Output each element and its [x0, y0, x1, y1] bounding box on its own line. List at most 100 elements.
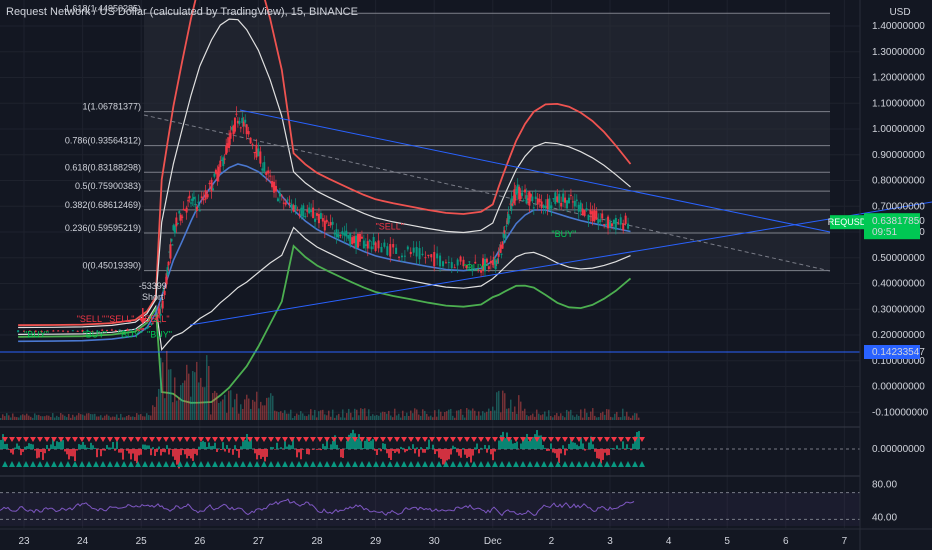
osc-bar — [578, 446, 580, 449]
volume-bar — [34, 413, 36, 420]
osc-bar — [222, 442, 224, 449]
osc-bar — [16, 443, 18, 449]
volume-bar — [504, 393, 506, 420]
osc-marker-up — [170, 461, 176, 467]
osc-marker-down — [499, 437, 505, 442]
volume-bar — [222, 399, 224, 420]
candle-body — [497, 253, 500, 257]
time-tick-label: 5 — [724, 536, 730, 547]
candle-body — [372, 236, 375, 246]
signal-label: "SELL" — [141, 314, 169, 324]
osc-marker-up — [86, 461, 92, 467]
time-axis[interactable]: 23 24 25 26 27 28 29 30 Dec 2 3 4 5 6 7 — [0, 528, 932, 547]
osc-marker-up — [16, 461, 22, 467]
osc-bar — [138, 449, 140, 456]
volume-bar — [38, 414, 40, 420]
volume-bar — [120, 413, 122, 420]
osc-bar — [582, 443, 584, 449]
osc-bar — [440, 449, 442, 459]
osc-bar — [510, 439, 512, 449]
volume-bar — [224, 394, 226, 420]
osc-bar — [290, 445, 292, 449]
volume-bar — [118, 417, 120, 420]
osc-marker-down — [415, 437, 421, 442]
osc-bar — [422, 449, 424, 453]
candle-body — [269, 175, 272, 177]
osc-marker-down — [65, 437, 71, 442]
osc-bar — [332, 440, 334, 449]
candle-body — [380, 246, 383, 253]
osc-bar — [408, 446, 410, 449]
osc-bar — [90, 442, 92, 449]
candle-body — [571, 201, 574, 203]
candle-body — [140, 328, 143, 330]
osc-bar — [400, 446, 402, 449]
volume-bar — [240, 404, 242, 420]
volume-bar — [138, 414, 140, 420]
candle-body — [341, 231, 344, 235]
osc-bar — [180, 449, 182, 456]
volume-bar — [36, 415, 38, 420]
volume-bar — [6, 413, 8, 420]
candle-body — [251, 144, 254, 146]
volume-bar — [30, 416, 32, 420]
volume-bar — [180, 385, 182, 420]
osc-bar — [116, 441, 118, 449]
candle-body — [444, 262, 447, 264]
candle-body — [66, 331, 69, 333]
volume-bar — [428, 416, 430, 420]
volume-bar — [94, 413, 96, 420]
osc-marker-down — [387, 437, 393, 442]
time-tick-label: 29 — [370, 536, 382, 547]
osc-marker-up — [65, 461, 71, 467]
candle-body — [167, 261, 170, 266]
volume-bar — [154, 406, 156, 420]
candle-body — [595, 210, 598, 220]
candle-body — [436, 253, 439, 259]
osc-bar — [490, 449, 492, 455]
osc-bar — [154, 449, 156, 456]
volume-bar — [58, 417, 60, 420]
volume-bar — [450, 408, 452, 420]
price-axis[interactable]: USD 1.40000000 1.30000000 1.20000000 1.10000… — [859, 0, 929, 550]
signal-label: "SELL" — [376, 221, 404, 231]
volume-bar — [306, 416, 308, 420]
volume-bar — [220, 401, 222, 420]
osc-marker-down — [156, 437, 162, 442]
volume-bar — [514, 406, 516, 420]
candle-body — [96, 330, 99, 332]
candle-body — [511, 203, 514, 206]
osc-marker-up — [639, 461, 645, 467]
osc-marker-up — [9, 461, 15, 467]
volume-bar — [342, 409, 344, 420]
fib-label: 0.5(0.75900383) — [75, 181, 141, 191]
osc-bar — [258, 449, 260, 456]
price-tick-label: 1.30000000 — [872, 47, 925, 58]
volume-bar — [394, 408, 396, 420]
candle-body — [317, 214, 320, 224]
osc-marker-down — [429, 437, 435, 442]
candle-body — [525, 195, 528, 204]
osc-bar — [492, 449, 494, 461]
candle-body — [508, 215, 511, 220]
candle-body — [566, 200, 569, 209]
volume-bar — [628, 416, 630, 420]
fib-label: 0.618(0.83188298) — [65, 162, 141, 172]
volume-bar — [168, 369, 170, 420]
volume-bar — [544, 411, 546, 420]
candle-body — [538, 198, 541, 203]
osc-bar — [590, 436, 592, 449]
osc-bar — [182, 449, 184, 451]
candle-body — [398, 256, 401, 258]
candle-body — [195, 206, 198, 212]
candle-body — [284, 202, 287, 205]
upper-red-band — [18, 0, 632, 327]
osc-bar — [94, 447, 96, 449]
volume-bar — [418, 414, 420, 420]
candle-body — [278, 192, 281, 197]
volume-bar — [520, 401, 522, 420]
candle-body — [516, 184, 519, 193]
last-price-value: 0.63817850 — [872, 216, 925, 227]
volume-bar — [540, 415, 542, 420]
